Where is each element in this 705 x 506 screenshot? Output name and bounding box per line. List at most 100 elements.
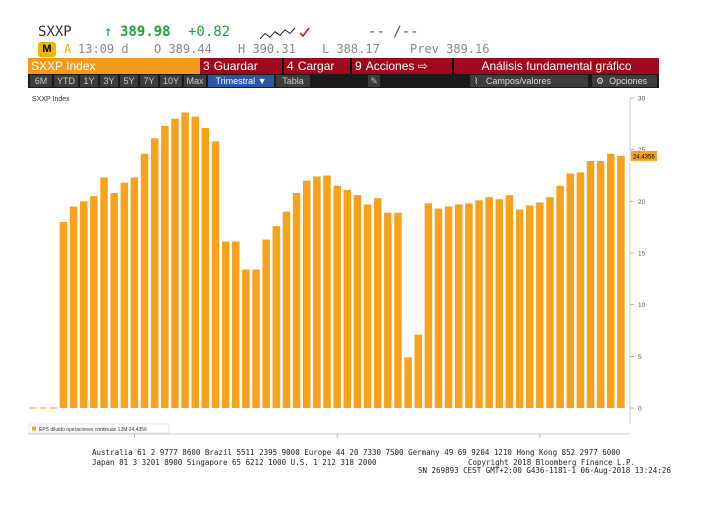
fields-button[interactable]: ⌇ Campos/valores [470, 75, 588, 87]
eps-bar-chart: SXXP Index05101520253024.43562005-200920… [28, 96, 657, 448]
load-button[interactable]: 4 Cargar [284, 58, 350, 74]
period-7y[interactable]: 7Y [140, 75, 158, 87]
y-tick-label: 10 [638, 302, 646, 309]
actions-hotkey: 9 [355, 59, 362, 73]
y-tick-label: 25 [638, 147, 646, 154]
period-6m[interactable]: 6M [30, 75, 52, 87]
y-tick-label: 15 [638, 251, 646, 258]
bar [292, 193, 301, 408]
bar [232, 241, 240, 408]
period-toolbar: 6M YTD 1Y 3Y 5Y 7Y 10Y Max Trimestral ▼ … [28, 74, 659, 88]
time-flag: A [64, 42, 72, 56]
save-hotkey: 3 [203, 59, 210, 73]
y-tick-label: 0 [638, 406, 642, 413]
y-tick-label: 20 [638, 199, 646, 206]
load-hotkey: 4 [287, 59, 294, 73]
function-title: Análisis fundamental gráfico [454, 58, 659, 74]
frequency-dropdown[interactable]: Trimestral ▼ [208, 75, 274, 87]
bar [556, 185, 564, 408]
bar [313, 176, 321, 408]
footer-contacts-1: Australia 61 2 9777 8600 Brazil 5511 239… [92, 448, 621, 457]
bar [495, 199, 504, 408]
bar [100, 177, 108, 408]
bar [59, 222, 68, 408]
bar [221, 241, 230, 408]
bar [617, 155, 625, 408]
chart-panel: SXXP Index05101520253024.43562005-200920… [28, 90, 659, 448]
period-3y[interactable]: 3Y [100, 75, 118, 87]
bar [130, 177, 139, 408]
last-value-badge [631, 150, 657, 161]
bar [444, 206, 453, 408]
bar [161, 125, 169, 409]
up-arrow-icon: ↑ [104, 24, 113, 40]
save-button[interactable]: 3 Guardar [200, 58, 282, 74]
bar [272, 226, 281, 408]
ticker: SXXP [38, 24, 72, 40]
bar [586, 161, 595, 408]
chevron-down-icon: ▼ [257, 76, 267, 86]
footer-contacts-2: Japan 81 3 3201 8900 Singapore 65 6212 1… [92, 458, 377, 467]
bar [353, 195, 362, 408]
bar [546, 197, 554, 408]
bar [424, 203, 433, 408]
last-value-label: 24.4356 [633, 154, 655, 160]
bar [171, 118, 179, 409]
period-5y[interactable]: 5Y [120, 75, 138, 87]
bar [525, 205, 534, 408]
bar [414, 334, 422, 408]
bar [505, 195, 514, 408]
fields-label: Campos/valores [485, 76, 551, 86]
bar [384, 212, 392, 408]
options-button[interactable]: ⚙ Opciones [592, 75, 657, 87]
legend-swatch [32, 426, 36, 431]
market-status-icon: M [38, 42, 56, 57]
period-ytd[interactable]: YTD [54, 75, 78, 87]
legend-box [28, 423, 170, 434]
load-label: Cargar [297, 59, 335, 73]
bar [566, 173, 575, 408]
bar [343, 189, 352, 408]
bar [404, 357, 412, 408]
actions-button[interactable]: 9 Acciones ⇨ [352, 58, 452, 74]
period-max[interactable]: Max [184, 75, 206, 87]
prev-close: Prev 389.16 [410, 42, 490, 56]
price-change: +0.82 [188, 24, 231, 40]
bar [252, 269, 260, 408]
bar [262, 239, 270, 408]
low-price: L 388.17 [322, 42, 380, 56]
quote-time: 13:09 d [78, 42, 129, 56]
bar [455, 204, 463, 408]
edit-icon[interactable]: ✎ [368, 75, 380, 87]
bar [140, 153, 149, 408]
security-title: SXXP Index [28, 58, 200, 74]
bar [150, 138, 159, 409]
actions-menu-icon: ⇨ [417, 59, 428, 73]
chart-icon: ⌇ [474, 76, 479, 86]
period-1y[interactable]: 1Y [80, 75, 98, 87]
sparkline-icon [260, 27, 310, 40]
frequency-value: Trimestral [215, 76, 256, 86]
period-10y[interactable]: 10Y [160, 75, 182, 87]
bar [181, 112, 189, 408]
open-price: O 389.44 [154, 42, 212, 56]
bar [282, 211, 291, 408]
bar [333, 185, 341, 408]
bar [323, 175, 331, 408]
y-tick-label: 30 [638, 96, 646, 103]
bar [363, 204, 372, 408]
session-id: SN 269893 CEST GMT+2:00 G436-1181-1 06-A… [418, 466, 671, 475]
bar [607, 153, 615, 408]
y-tick-label: 5 [638, 354, 642, 361]
copyright: Copyright 2018 Bloomberg Finance L.P. [468, 458, 636, 467]
bar [120, 182, 129, 408]
bar [434, 208, 443, 408]
bar [302, 180, 311, 408]
bar [465, 203, 473, 408]
bar [515, 209, 524, 408]
bar [90, 196, 98, 408]
table-button[interactable]: Tabla [276, 75, 310, 87]
save-label: Guardar [213, 59, 258, 73]
bar [69, 206, 78, 408]
function-toolbar: SXXP Index 3 Guardar 4 Cargar 9 Acciones ⇨ … [28, 58, 659, 74]
